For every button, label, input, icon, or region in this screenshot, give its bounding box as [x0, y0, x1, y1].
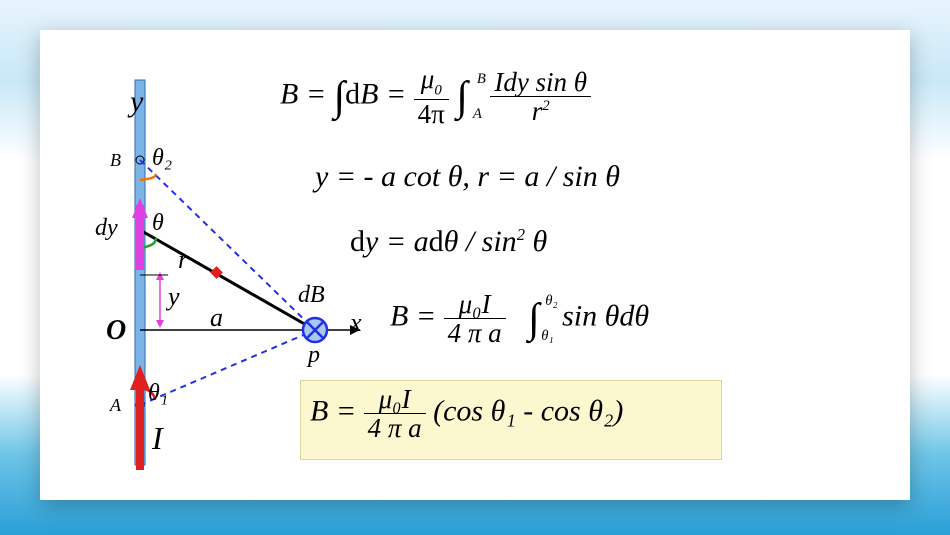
- equation-5-result: B = μ₀I 4 π a (cos θ₁ - cos θ₂): [310, 385, 623, 443]
- point-B-label: B: [110, 150, 121, 171]
- eq1-mu-frac: μ0 4π: [414, 65, 449, 128]
- equation-2: y = - a cot θ, r = a / sin θ: [315, 160, 620, 194]
- lim-B: B: [477, 71, 486, 88]
- eq5-cos-diff: (cos θ₁ - cos θ₂): [433, 395, 623, 428]
- eq4-frac: μ₀I 4 π a: [444, 290, 506, 348]
- lim-theta2: θ₂: [545, 293, 557, 310]
- theta-label: θ: [152, 210, 164, 237]
- equation-3: dy = adθ / sin2 θ: [350, 225, 547, 259]
- lim-theta1: θ₁: [541, 328, 553, 345]
- theta2-label: θ₂: [152, 145, 172, 172]
- eq1-B: B =: [280, 78, 326, 111]
- a-label: a: [210, 303, 223, 333]
- integral-icon-2: ∫BA: [456, 73, 468, 121]
- eq1-integrand: Idy sin θ r2: [490, 68, 591, 126]
- theta1-label: θ₁: [148, 380, 168, 407]
- sin-sq: 2: [517, 225, 525, 244]
- dy-label: dy: [95, 215, 118, 242]
- integral-icon: ∫: [334, 73, 346, 121]
- eq5-frac: μ₀I 4 π a: [364, 385, 426, 443]
- integrand-num: Idy sin θ: [494, 67, 587, 97]
- eq4-num: μ₀I: [444, 290, 506, 319]
- eq5-num: μ₀I: [364, 385, 426, 414]
- origin-label: O: [106, 315, 126, 347]
- mu: μ: [421, 64, 435, 94]
- I-label: I: [152, 420, 163, 457]
- point-A-label: A: [110, 395, 121, 416]
- eq4-integrand: sin θdθ: [562, 300, 649, 333]
- equation-1: B = ∫dB = μ0 4π ∫BA Idy sin θ r2: [280, 65, 591, 128]
- four-pi: 4π: [414, 100, 449, 128]
- integral-icon-3: ∫θ₂θ₁: [528, 295, 540, 343]
- equations-region: B = ∫dB = μ0 4π ∫BA Idy sin θ r2 y = - a…: [260, 65, 900, 495]
- eq4-B: B =: [390, 300, 436, 333]
- slide-container: y θ₂ B dy θ r y a O x dB p θ₁ A I B = ∫d…: [40, 30, 910, 500]
- eq5-B: B =: [310, 395, 356, 428]
- y-label: y: [168, 282, 180, 312]
- eq5-den: 4 π a: [364, 414, 426, 442]
- eq4-den: 4 π a: [444, 319, 506, 347]
- r-label: r: [178, 245, 188, 275]
- axis-y-label: y: [130, 85, 143, 119]
- lim-A: A: [473, 106, 482, 123]
- mu-sub: 0: [434, 82, 441, 98]
- eq1-dB: B: [360, 78, 378, 111]
- equation-4: B = μ₀I 4 π a ∫θ₂θ₁ sin θdθ: [390, 290, 649, 348]
- theta-sym: θ: [525, 225, 547, 258]
- integrand-den-r: r: [532, 96, 543, 126]
